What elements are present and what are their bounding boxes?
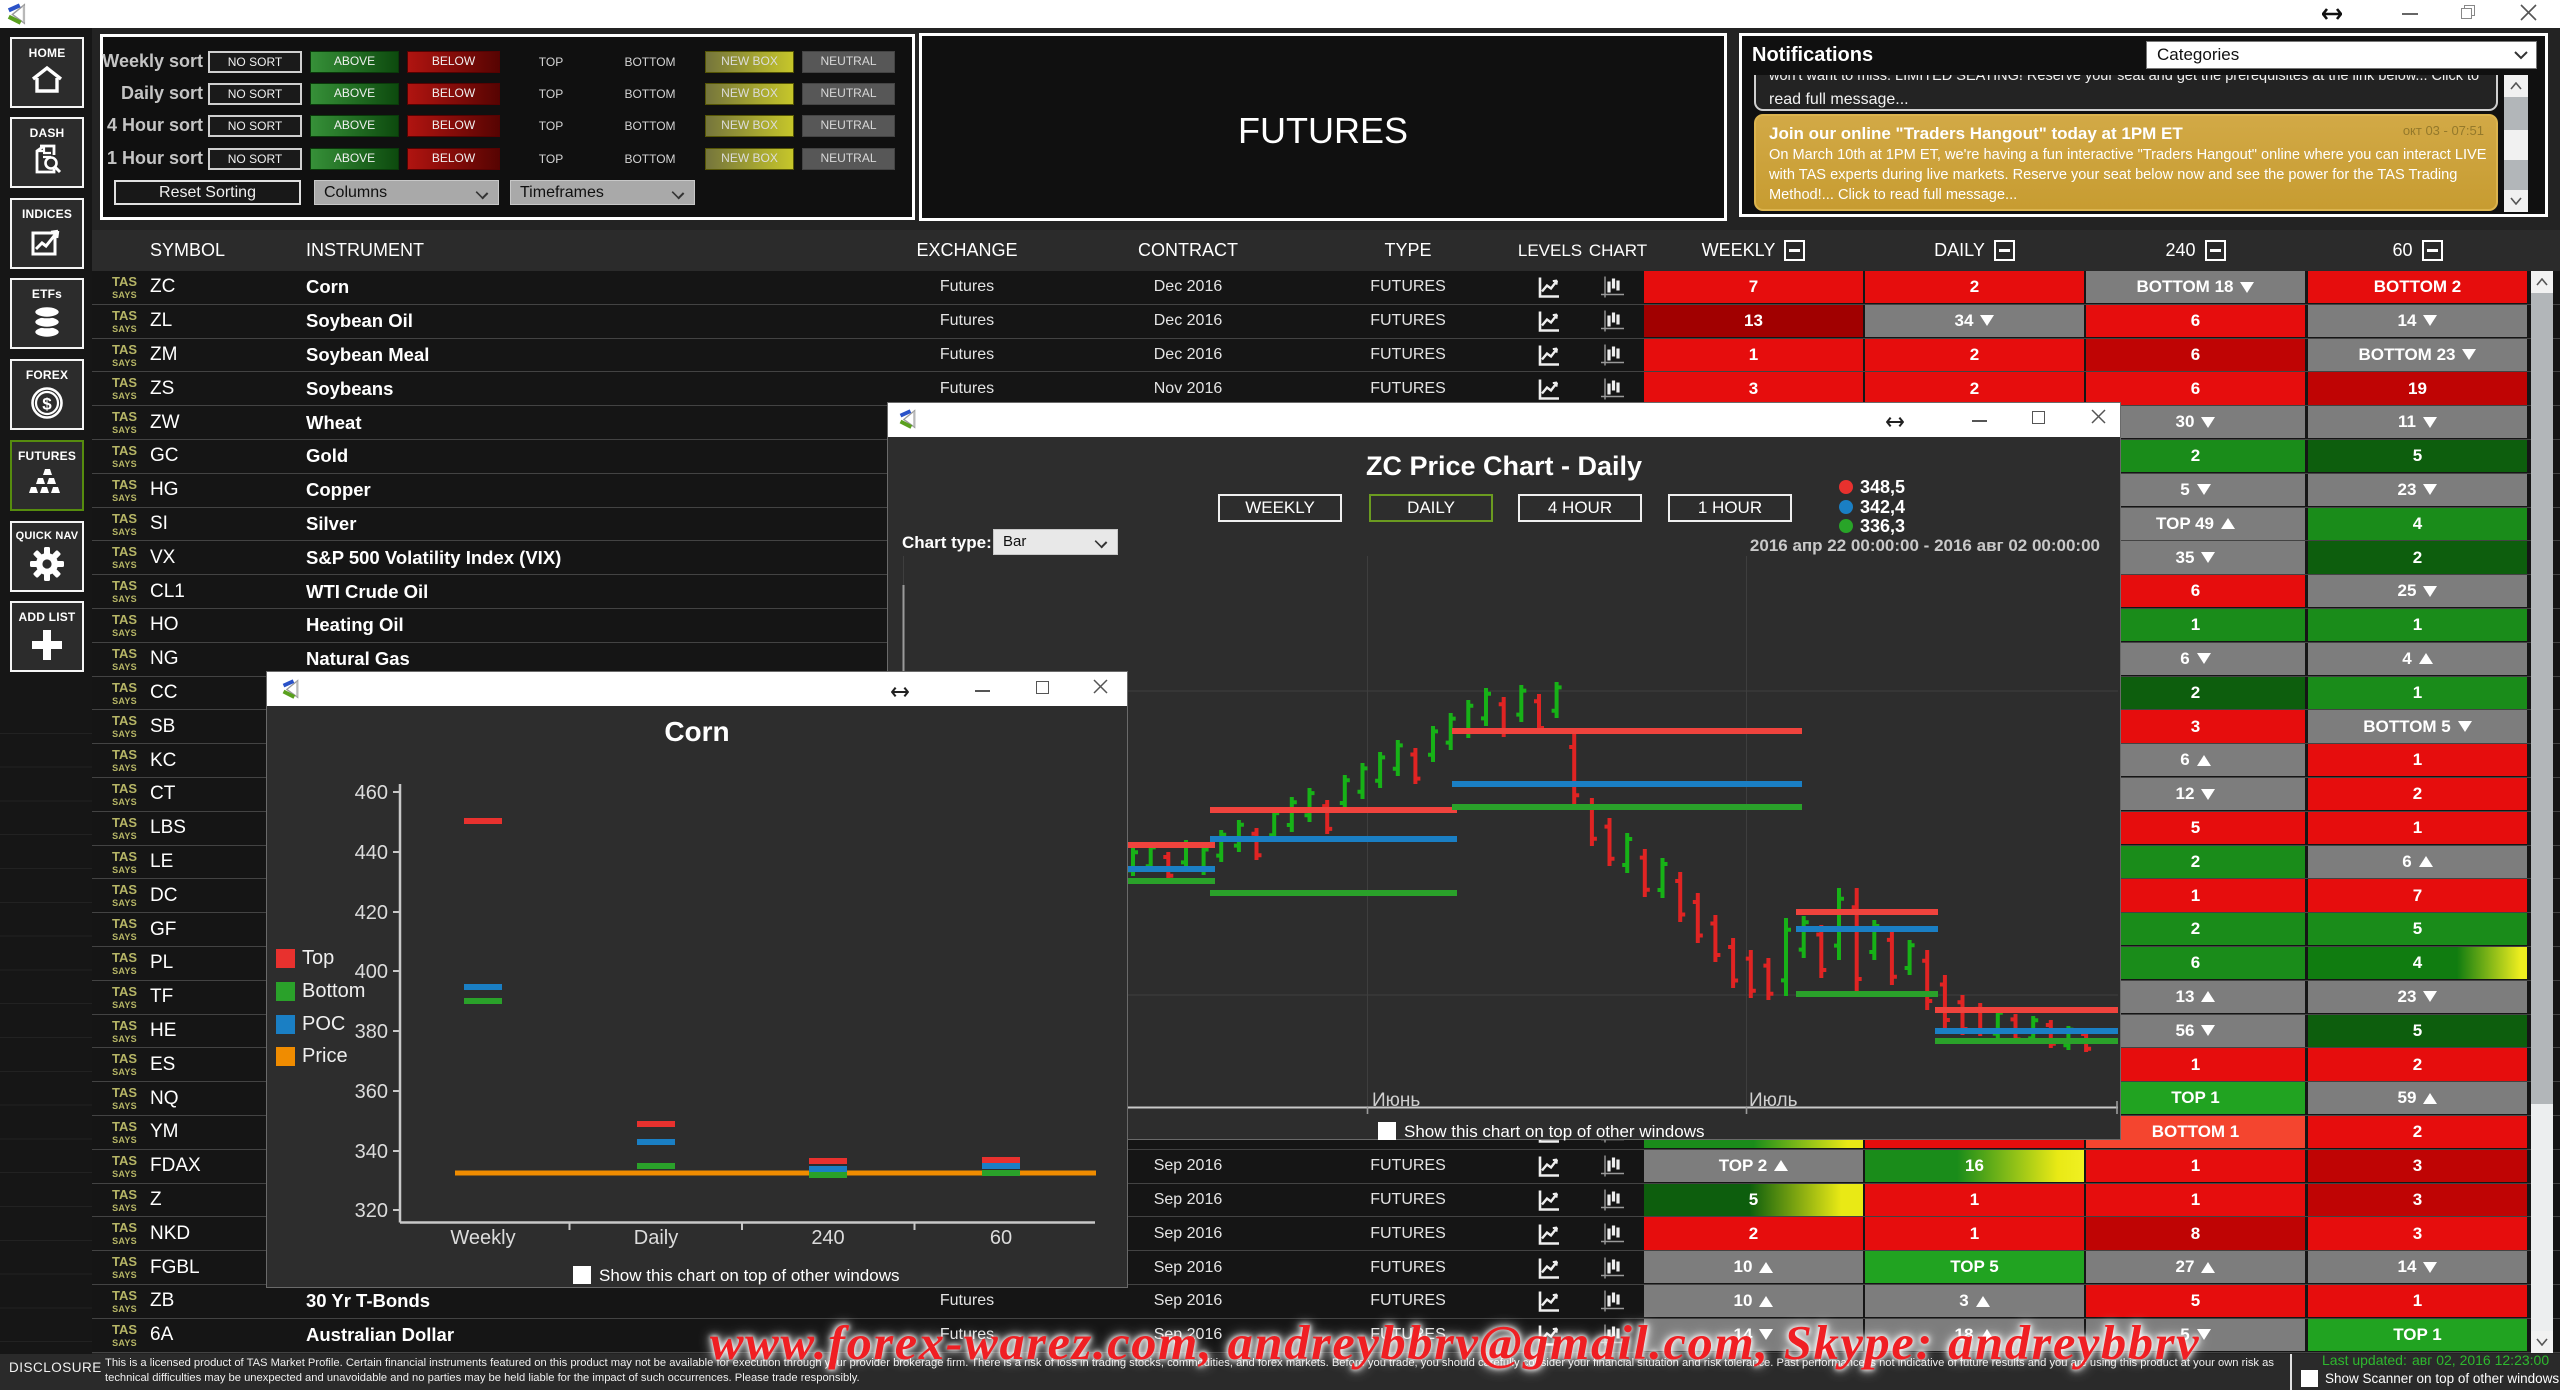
svg-text:420: 420 [355,902,388,924]
svg-text:360: 360 [355,1081,388,1103]
svg-text:340: 340 [355,1141,388,1163]
svg-text:440: 440 [355,842,388,864]
svg-text:60: 60 [990,1227,1012,1249]
svg-text:240: 240 [811,1227,844,1249]
svg-text:Daily: Daily [634,1227,678,1249]
svg-text:320: 320 [355,1200,388,1222]
svg-text:Weekly: Weekly [450,1227,515,1249]
svg-text:380: 380 [355,1021,388,1043]
svg-text:$: $ [42,395,52,414]
svg-text:400: 400 [355,961,388,983]
svg-text:460: 460 [355,782,388,804]
